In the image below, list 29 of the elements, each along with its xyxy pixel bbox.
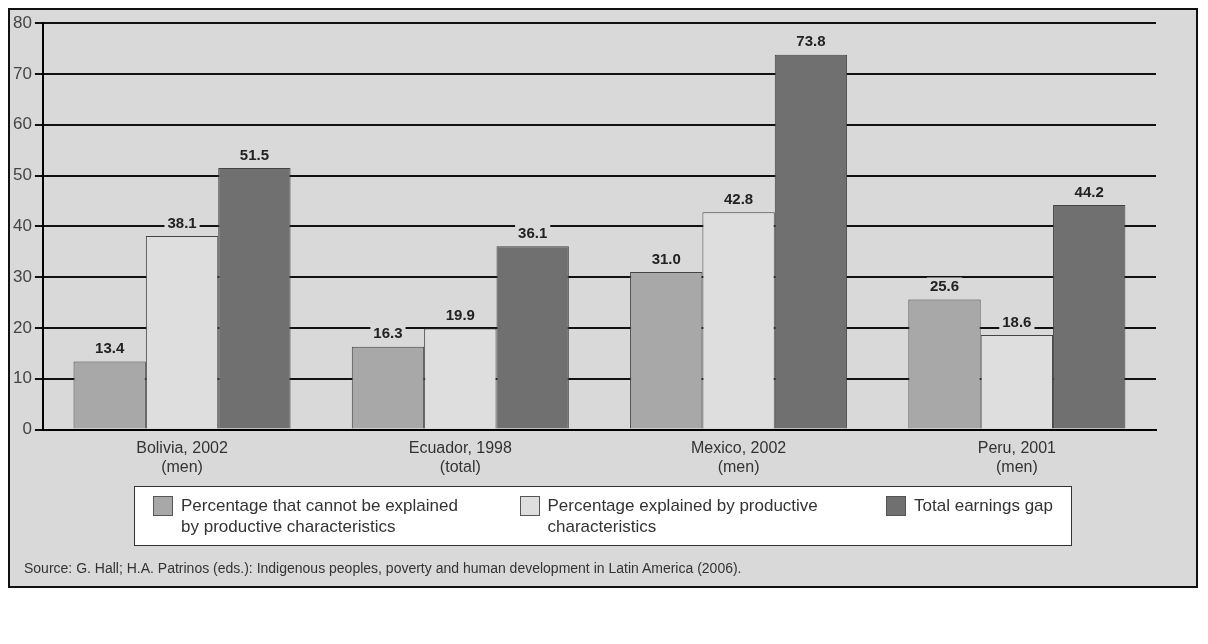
y-tick-label: 30 bbox=[12, 266, 32, 286]
legend-label: Percentage explained by productive characteristics bbox=[547, 495, 819, 537]
data-label: 31.0 bbox=[651, 249, 681, 267]
y-tick-label: 50 bbox=[12, 165, 32, 185]
data-label: 25.6 bbox=[929, 277, 960, 295]
x-tick-label: Mexico, 2002 (men) bbox=[691, 438, 787, 475]
x-tick-label: Peru, 2001 (men) bbox=[977, 438, 1057, 475]
x-tick-label: Ecuador, 1998 (total) bbox=[408, 438, 513, 475]
legend-label: Total earnings gap bbox=[914, 495, 1053, 516]
y-tick-label: 80 bbox=[12, 12, 32, 32]
source-note: Source: G. Hall; H.A. Patrinos (eds.): Indigenous peoples, poverty and human development in Latin America (2006). bbox=[23, 559, 743, 578]
y-tick-label: 40 bbox=[12, 216, 32, 236]
data-label: 16.3 bbox=[373, 324, 403, 342]
data-label: 18.6 bbox=[1002, 312, 1032, 330]
data-label: 73.8 bbox=[796, 32, 826, 50]
legend-label: Percentage that cannot be explained by productive characteristics bbox=[181, 495, 459, 537]
data-label: 13.4 bbox=[95, 339, 125, 357]
y-tick-label: 10 bbox=[12, 368, 32, 388]
data-label: 44.2 bbox=[1074, 182, 1104, 200]
y-tick-label: 60 bbox=[12, 114, 32, 134]
data-label: 36.1 bbox=[518, 223, 548, 241]
y-tick-label: 70 bbox=[12, 63, 32, 83]
y-tick-label: 20 bbox=[12, 317, 32, 337]
data-label: 19.9 bbox=[445, 306, 475, 324]
x-tick-label: Bolivia, 2002 (men) bbox=[136, 438, 228, 475]
data-label: 42.8 bbox=[723, 189, 754, 207]
data-label: 38.1 bbox=[167, 213, 197, 231]
data-label: 51.5 bbox=[239, 145, 269, 163]
y-tick-label: 0 bbox=[22, 419, 32, 439]
